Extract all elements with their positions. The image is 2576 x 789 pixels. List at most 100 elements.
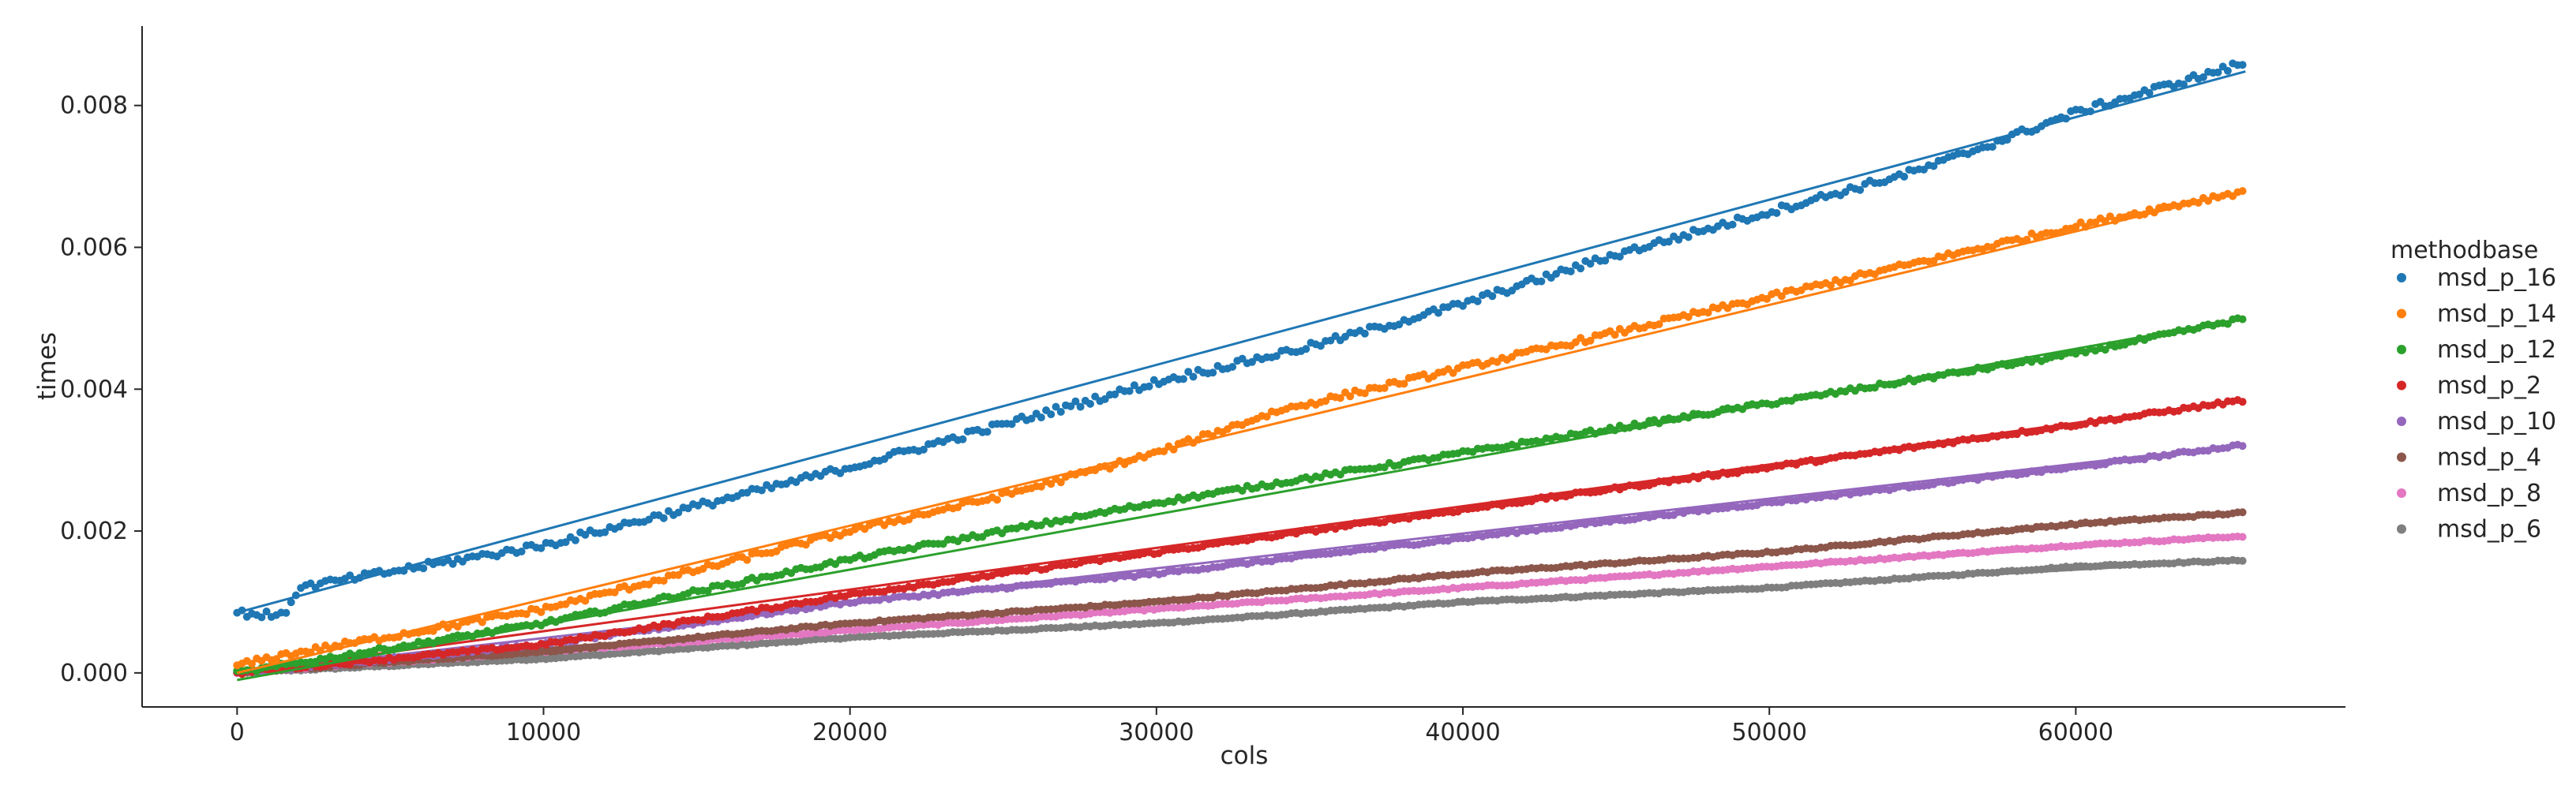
legend-marker-msd_p_4 (2397, 452, 2406, 462)
point-msd_p_16 (1601, 256, 1610, 265)
point-msd_p_12 (703, 586, 712, 595)
point-msd_p_16 (1184, 368, 1193, 376)
point-msd_p_16 (1615, 252, 1624, 261)
plot-area (233, 59, 2247, 682)
series-msd_p_4 (233, 508, 2247, 677)
point-msd_p_14 (1037, 482, 1045, 491)
point-msd_p_12 (2223, 320, 2232, 328)
point-msd_p_12 (1238, 487, 1247, 495)
point-msd_p_14 (1449, 368, 1457, 377)
point-msd_p_12 (2101, 346, 2109, 354)
legend-label-msd_p_14: msd_p_14 (2437, 301, 2556, 328)
point-msd_p_14 (1763, 294, 1772, 303)
point-msd_p_14 (1586, 336, 1595, 345)
x-tick-label: 20000 (812, 719, 887, 746)
point-msd_p_16 (537, 544, 546, 552)
point-msd_p_14 (1655, 320, 1663, 328)
point-msd_p_14 (1169, 445, 1178, 454)
point-msd_p_16 (2062, 114, 2070, 123)
point-msd_p_16 (1302, 345, 1310, 353)
point-msd_p_16 (257, 613, 266, 622)
point-msd_p_16 (1086, 399, 1094, 408)
point-msd_p_16 (2238, 61, 2247, 69)
y-axis-title: times (33, 332, 62, 400)
point-msd_p_16 (517, 548, 526, 555)
point-msd_p_16 (291, 591, 300, 600)
y-tick-label: 0.006 (60, 234, 128, 261)
x-ticks: 0 10000 20000 30000 40000 50000 60000 (230, 707, 2113, 746)
legend-marker-msd_p_10 (2397, 417, 2406, 426)
legend-label-msd_p_16: msd_p_16 (2437, 264, 2556, 292)
series-msd_p_12 (233, 314, 2247, 682)
point-msd_p_16 (399, 567, 408, 575)
point-msd_p_16 (2003, 136, 2012, 144)
point-msd_p_16 (1856, 185, 1865, 194)
legend-label-msd_p_2: msd_p_2 (2437, 372, 2541, 400)
x-tick-label: 10000 (506, 719, 581, 746)
point-msd_p_16 (561, 538, 570, 547)
point-msd_p_16 (1145, 382, 1153, 391)
point-msd_p_14 (248, 660, 256, 668)
point-msd_p_14 (2238, 187, 2247, 196)
point-msd_p_14 (1684, 312, 1693, 321)
point-msd_p_16 (2199, 73, 2207, 81)
point-msd_p_14 (2204, 196, 2213, 205)
point-msd_p_14 (1322, 397, 1330, 406)
point-msd_p_16 (1209, 368, 1217, 377)
point-msd_p_16 (1071, 397, 1080, 406)
point-msd_p_16 (1179, 375, 1187, 383)
point-msd_p_14 (2023, 235, 2031, 244)
legend-label-msd_p_8: msd_p_8 (2437, 480, 2541, 507)
legend-marker-msd_p_12 (2397, 345, 2406, 354)
legend-label-msd_p_12: msd_p_12 (2437, 336, 2556, 364)
y-tick-label: 0.000 (60, 660, 128, 687)
point-msd_p_14 (801, 540, 810, 549)
point-msd_p_16 (1488, 292, 1497, 301)
point-msd_p_16 (1434, 308, 1442, 317)
point-msd_p_16 (1664, 237, 1673, 246)
point-msd_p_16 (1248, 357, 1256, 366)
point-msd_p_14 (336, 642, 344, 651)
point-msd_p_14 (537, 608, 546, 616)
point-msd_p_14 (522, 610, 531, 619)
point-msd_p_16 (1056, 408, 1065, 416)
y-tick-label: 0.004 (60, 376, 128, 403)
point-msd_p_16 (1537, 277, 1546, 286)
x-tick-label: 0 (230, 719, 245, 746)
point-msd_p_16 (1316, 342, 1325, 350)
legend-label-msd_p_10: msd_p_10 (2437, 408, 2556, 436)
point-msd_p_16 (1052, 402, 1060, 411)
point-msd_p_16 (1027, 414, 1036, 423)
point-msd_p_14 (1360, 389, 1369, 398)
point-msd_p_16 (282, 608, 291, 617)
point-msd_p_16 (1459, 301, 1467, 310)
point-msd_p_16 (571, 536, 579, 544)
point-msd_p_16 (757, 486, 766, 495)
point-msd_p_16 (1111, 390, 1119, 398)
point-msd_p_14 (1336, 394, 1344, 402)
x-tick-label: 50000 (1732, 719, 1807, 746)
point-msd_p_16 (2214, 68, 2222, 77)
point-msd_p_16 (1189, 372, 1198, 381)
point-msd_p_16 (958, 435, 967, 443)
x-axis-title: cols (1221, 742, 1269, 770)
legend-marker-msd_p_6 (2397, 524, 2406, 534)
point-msd_p_16 (1076, 402, 1085, 411)
point-msd_p_16 (2087, 107, 2094, 116)
point-msd_p_10 (2238, 442, 2247, 451)
point-msd_p_14 (659, 577, 668, 585)
point-msd_p_16 (983, 428, 992, 436)
point-msd_p_14 (1400, 380, 1408, 388)
legend-marker-msd_p_16 (2397, 273, 2406, 282)
point-msd_p_16 (2223, 66, 2232, 75)
point-msd_p_16 (1228, 363, 1237, 371)
point-msd_p_14 (1262, 413, 1271, 421)
point-msd_p_14 (272, 655, 280, 664)
point-msd_p_14 (1380, 383, 1389, 392)
point-msd_p_16 (2180, 80, 2188, 88)
point-msd_p_16 (1929, 162, 1938, 170)
point-msd_p_14 (2150, 208, 2158, 217)
point-msd_p_16 (1988, 143, 1997, 151)
point-msd_p_16 (1684, 233, 1693, 241)
